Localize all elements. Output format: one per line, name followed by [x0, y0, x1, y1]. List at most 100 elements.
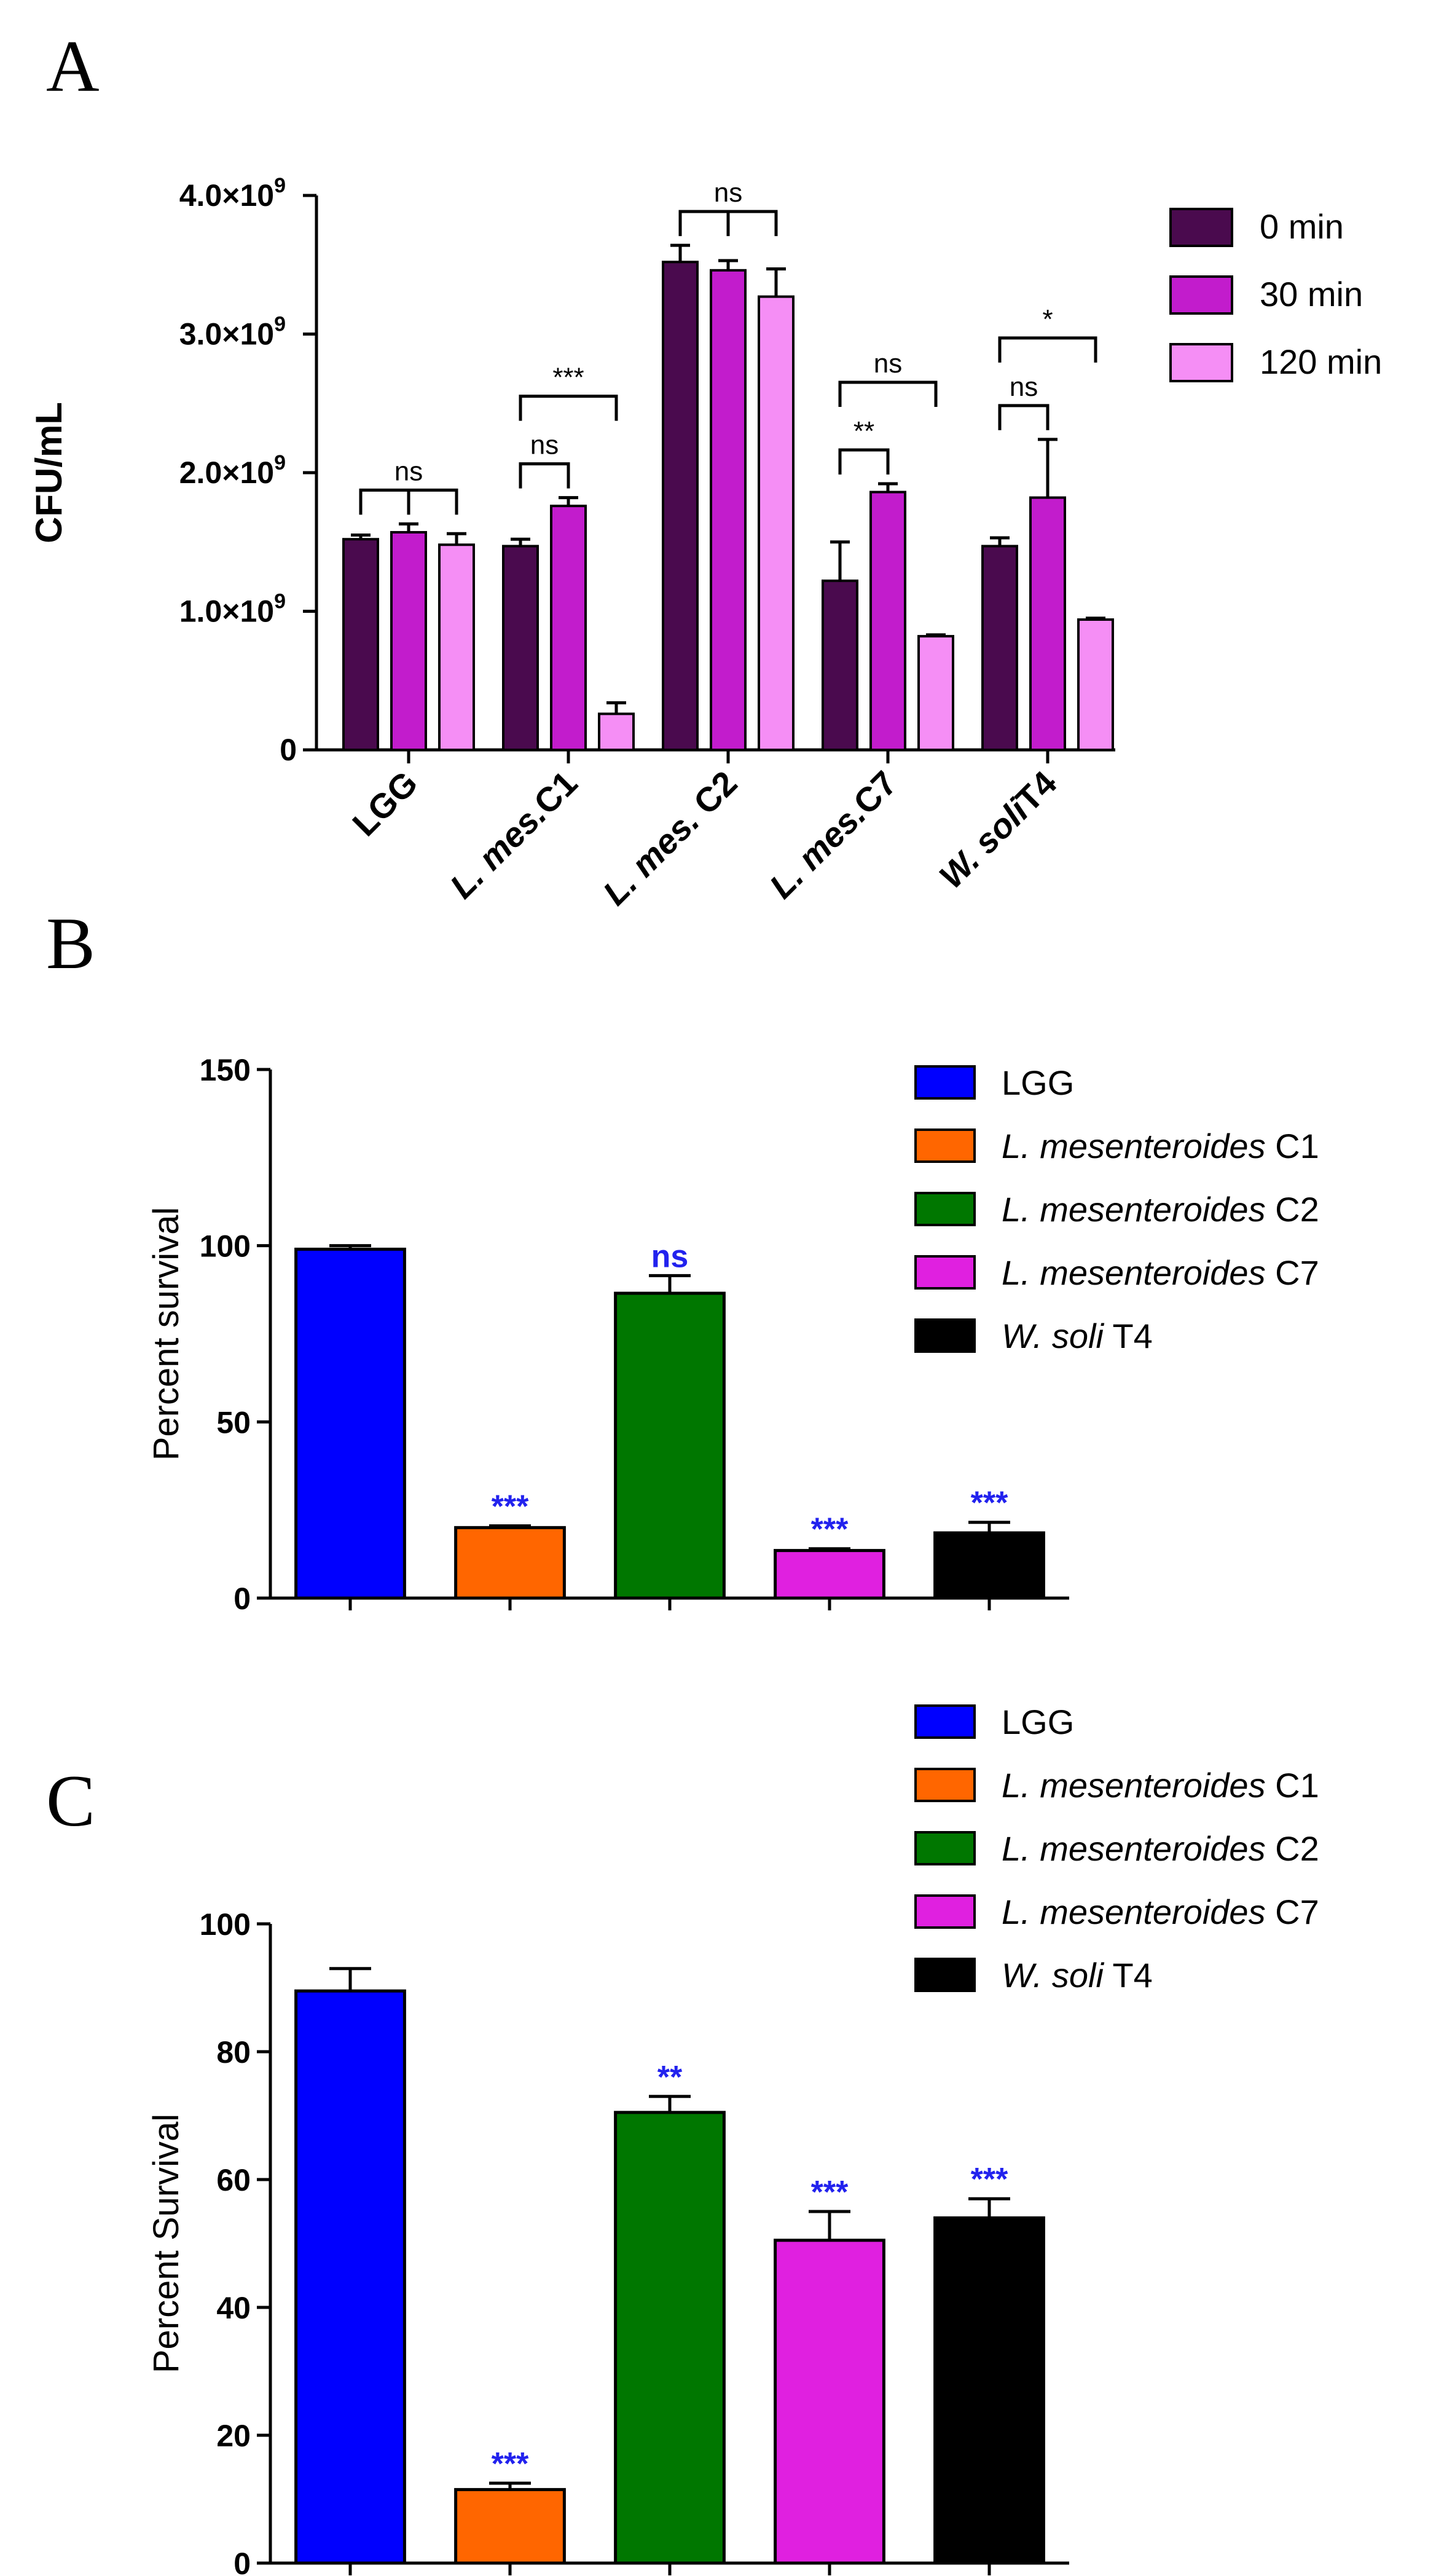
y-axis-title: CFU/mL — [28, 402, 69, 543]
legend-label: L. mesenteroides C7 — [1002, 1893, 1319, 1931]
bar-30min — [550, 505, 587, 751]
legend-swatch — [914, 1768, 976, 1802]
panel-label-a: A — [46, 25, 100, 107]
y-axis-title: Percent Survival — [146, 2114, 186, 2373]
y-tick-label: 0 — [280, 733, 297, 767]
legend-swatch — [914, 1192, 976, 1226]
significance-label: ns — [874, 349, 902, 379]
y-tick-label: 3.0×109 — [179, 313, 286, 352]
bar-120min — [438, 543, 475, 751]
x-tick-label: W. soliT4 — [932, 763, 1064, 896]
significance-label: ns — [714, 178, 742, 208]
significance-label: *** — [811, 1512, 849, 1548]
bar — [933, 2216, 1045, 2565]
x-tick-label: L. mes. C2 — [595, 763, 745, 913]
significance-label: *** — [811, 2175, 849, 2210]
significance-label: ** — [853, 416, 874, 446]
legend-swatch — [914, 1128, 976, 1163]
x-tick-label: L. mes.C1 — [442, 763, 585, 906]
bar-120min — [1077, 618, 1114, 752]
significance-label: ns — [1010, 372, 1038, 402]
bar-0min — [662, 261, 699, 751]
bar-30min — [1029, 496, 1066, 752]
legend-swatch — [914, 1958, 976, 1992]
significance-label: ns — [530, 430, 559, 460]
legend-label: LGG — [1002, 1063, 1074, 1102]
x-tick-label: L. mes.C7 — [762, 763, 904, 906]
legend-swatch — [914, 1704, 976, 1739]
legend-label: W. soli T4 — [1002, 1956, 1153, 1995]
significance-bracket — [678, 210, 778, 237]
y-tick-label: 20 — [216, 2419, 251, 2453]
y-tick-label: 40 — [216, 2291, 251, 2325]
bar-30min — [710, 269, 747, 751]
significance-bracket — [838, 448, 890, 475]
significance-label: ns — [651, 1239, 689, 1274]
bar — [454, 1526, 566, 1600]
legend-swatch — [914, 1065, 976, 1100]
legend-swatch — [914, 1318, 976, 1353]
bar — [294, 1989, 406, 2565]
legend-label: W. soli T4 — [1002, 1317, 1153, 1355]
legend-label: 0 min — [1260, 207, 1344, 246]
significance-bracket — [998, 404, 1050, 430]
bar-0min — [342, 538, 379, 751]
significance-label: *** — [971, 2162, 1008, 2197]
y-tick-label: 0 — [233, 1581, 251, 1616]
significance-bracket — [519, 395, 618, 421]
legend-label: LGG — [1002, 1703, 1074, 1741]
bar-120min — [917, 635, 954, 751]
significance-bracket — [519, 462, 570, 489]
significance-bracket — [998, 336, 1097, 363]
bar — [614, 1291, 726, 1600]
y-tick-label: 100 — [200, 1907, 251, 1942]
legend-label: 30 min — [1260, 275, 1363, 313]
y-tick-label: 80 — [216, 2035, 251, 2070]
significance-label: ** — [657, 2060, 683, 2095]
y-tick-label: 100 — [200, 1229, 251, 1264]
bar — [294, 1247, 406, 1600]
bar-30min — [390, 530, 427, 752]
bar — [454, 2487, 566, 2565]
bar-0min — [502, 545, 539, 751]
bar — [774, 1549, 885, 1600]
legend-swatch — [1169, 208, 1233, 247]
y-tick-label: 50 — [216, 1405, 251, 1440]
significance-label: *** — [971, 1486, 1008, 1521]
y-tick-label: 1.0×109 — [179, 590, 286, 629]
bar-0min — [822, 579, 858, 751]
legend-label: L. mesenteroides C1 — [1002, 1766, 1319, 1805]
y-axis-title: Percent survival — [146, 1207, 186, 1461]
significance-label: *** — [492, 2446, 529, 2482]
bar-0min — [981, 545, 1018, 751]
bar-120min — [758, 295, 795, 751]
panel-label-c: C — [46, 1760, 95, 1841]
bar — [933, 1531, 1045, 1600]
bar — [614, 2111, 726, 2565]
bar-30min — [869, 490, 906, 751]
x-tick-label: LGG — [345, 763, 425, 843]
legend-swatch — [1169, 275, 1233, 315]
y-tick-label: 4.0×109 — [179, 174, 286, 213]
significance-label: *** — [552, 363, 584, 393]
significance-bracket — [838, 380, 938, 408]
legend-label: L. mesenteroides C2 — [1002, 1829, 1319, 1868]
legend-label: L. mesenteroides C7 — [1002, 1253, 1319, 1292]
bar — [774, 2239, 885, 2565]
legend-label: L. mesenteroides C2 — [1002, 1190, 1319, 1229]
legend-swatch — [914, 1831, 976, 1865]
legend-label: 120 min — [1260, 342, 1382, 381]
legend-swatch — [1169, 343, 1233, 382]
significance-label: *** — [492, 1489, 529, 1524]
legend-label: L. mesenteroides C1 — [1002, 1127, 1319, 1165]
y-tick-label: 150 — [200, 1053, 251, 1087]
panel-b-chart: 0 50 100 150 Percent survival *** ns *** *** LGG L… — [146, 1053, 1319, 1616]
significance-label: * — [1042, 304, 1053, 334]
y-tick-label: 60 — [216, 2163, 251, 2197]
y-tick-label: 0 — [233, 2546, 251, 2576]
legend-swatch — [914, 1255, 976, 1290]
significance-label: ns — [394, 456, 423, 486]
